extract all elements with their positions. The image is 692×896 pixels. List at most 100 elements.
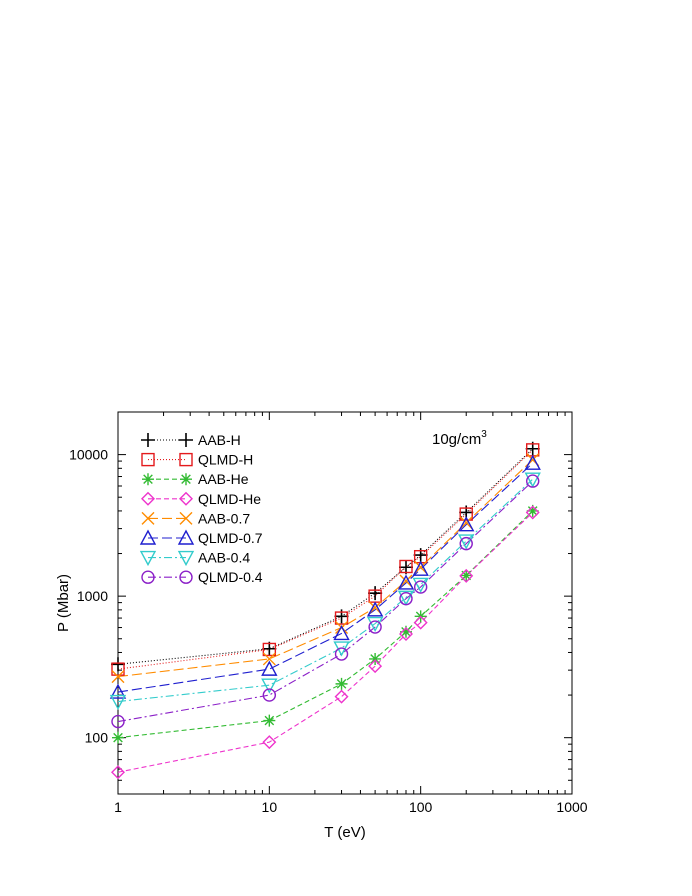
data-point-aab-he [263, 714, 276, 727]
legend-label: AAB-0.4 [198, 550, 250, 566]
plot-frame [117, 411, 573, 795]
legend-label: QLMD-0.4 [198, 569, 263, 585]
data-point-qlmd-0-4 [413, 580, 428, 594]
data-point-qlmd-0-7 [366, 601, 384, 617]
legend-entry-qlmd-h: QLMD-H [141, 452, 253, 468]
data-point-qlmd-0-7 [109, 683, 127, 699]
data-point-aab-he [112, 731, 124, 744]
data-point-aab-0-4 [109, 694, 127, 711]
annotation-density: 10g/cm3 [432, 429, 487, 448]
data-point-qlmd-he [459, 568, 474, 583]
data-point-qlmd-0-4 [334, 647, 349, 661]
series-line-qlmd-he [117, 512, 534, 773]
series-line-aab-he [117, 510, 534, 739]
axis-ticks [117, 411, 573, 795]
data-point-qlmd-h [262, 642, 277, 657]
data-point-qlmd-0-7 [397, 574, 415, 590]
legend-entry-qlmd-0-7: QLMD-0.7 [139, 529, 263, 546]
data-point-aab-0-4 [458, 534, 475, 550]
data-point-qlmd-0-4 [111, 714, 125, 729]
legend-marker [177, 529, 195, 545]
data-point-qlmd-he [399, 627, 413, 642]
legend-marker [179, 511, 193, 525]
series-line-aab-0-7 [117, 459, 534, 678]
data-point-qlmd-0-4 [368, 620, 382, 634]
data-point-qlmd-he [525, 505, 540, 520]
legend-marker [141, 491, 155, 506]
annotation-main: 10g/cm [432, 431, 481, 448]
data-point-aab-0-7 [414, 560, 428, 574]
legend-label: QLMD-H [198, 452, 253, 468]
data-point-qlmd-0-7 [412, 560, 429, 576]
data-point-aab-0-4 [261, 678, 278, 694]
legend-entry-qlmd-he: QLMD-He [141, 491, 261, 507]
series-line-qlmd-h [117, 449, 534, 670]
data-point-qlmd-h [459, 507, 473, 521]
series-line-aab-h [117, 448, 534, 665]
data-point-qlmd-0-4 [262, 688, 277, 702]
data-point-qlmd-0-4 [526, 474, 540, 488]
legend-marker [180, 473, 192, 486]
y-tick-label: 10000 [69, 447, 108, 463]
legend-marker [139, 550, 157, 567]
data-point-aab-he [400, 625, 413, 638]
data-point-qlmd-he [368, 659, 383, 674]
legend-marker [142, 473, 154, 486]
data-point-qlmd-he [111, 765, 125, 780]
data-point-qlmd-0-7 [458, 516, 475, 532]
legend-marker [141, 433, 155, 447]
series-lines [117, 448, 534, 773]
series-line-qlmd-0-7 [117, 462, 534, 693]
legend-label: QLMD-He [198, 491, 261, 507]
annotation-sup: 3 [481, 429, 487, 440]
legend-entry-aab-he: AAB-He [142, 471, 249, 487]
data-point-qlmd-he [413, 615, 428, 630]
legend-entry-aab-0-4: AAB-0.4 [139, 550, 250, 567]
data-point-aab-0-4 [412, 577, 429, 593]
data-point-aab-h [368, 586, 383, 601]
y-axis-label: P (Mbar) [55, 574, 72, 632]
data-point-qlmd-0-4 [459, 536, 473, 551]
legend-label: AAB-0.7 [198, 510, 250, 526]
data-point-aab-0-4 [524, 472, 541, 488]
data-point-aab-0-4 [366, 616, 384, 633]
legend-marker [179, 452, 193, 467]
data-point-aab-h [111, 657, 125, 672]
y-tick-label: 1000 [77, 588, 108, 604]
axis-tick-labels: 1 10 100 1000 100 1000 10000 [69, 447, 588, 815]
data-point-qlmd-0-7 [333, 624, 350, 641]
data-point-qlmd-h [111, 662, 125, 676]
data-point-qlmd-0-7 [524, 454, 541, 470]
data-point-aab-he [369, 652, 382, 665]
legend-entry-aab-0-7: AAB-0.7 [141, 510, 250, 526]
legend-label: AAB-H [198, 432, 241, 448]
x-tick-label: 1000 [556, 799, 587, 815]
legend-marker [179, 491, 193, 506]
x-axis-label: T (eV) [324, 824, 365, 841]
data-point-aab-0-7 [459, 516, 473, 530]
data-point-aab-0-7 [399, 574, 413, 588]
series-line-aab-0-4 [117, 478, 534, 703]
legend-marker [177, 550, 195, 567]
x-tick-label: 1 [114, 799, 122, 815]
legend-entry-aab-h: AAB-H [141, 432, 241, 448]
data-point-aab-0-7 [111, 670, 125, 684]
data-point-aab-he [526, 504, 539, 517]
legend-marker [141, 452, 155, 467]
data-point-qlmd-h [399, 559, 413, 574]
data-point-aab-0-4 [397, 590, 415, 606]
legend-marker [139, 529, 157, 545]
legend-marker [141, 570, 155, 584]
legend: AAB-H QLMD-H AAB-He QLMD-He AAB-0.7 QLMD-0.7 A… [139, 432, 263, 585]
legend-entry-qlmd-0-4: QLMD-0.4 [141, 569, 263, 585]
data-point-aab-he [460, 569, 473, 582]
y-tick-label: 100 [85, 730, 109, 746]
legend-marker [179, 433, 193, 447]
data-point-aab-he [335, 677, 348, 690]
x-tick-label: 10 [262, 799, 278, 815]
data-point-qlmd-0-4 [399, 591, 413, 606]
data-point-aab-0-7 [262, 652, 276, 666]
x-tick-label: 100 [409, 799, 433, 815]
series-line-qlmd-0-4 [117, 480, 534, 723]
